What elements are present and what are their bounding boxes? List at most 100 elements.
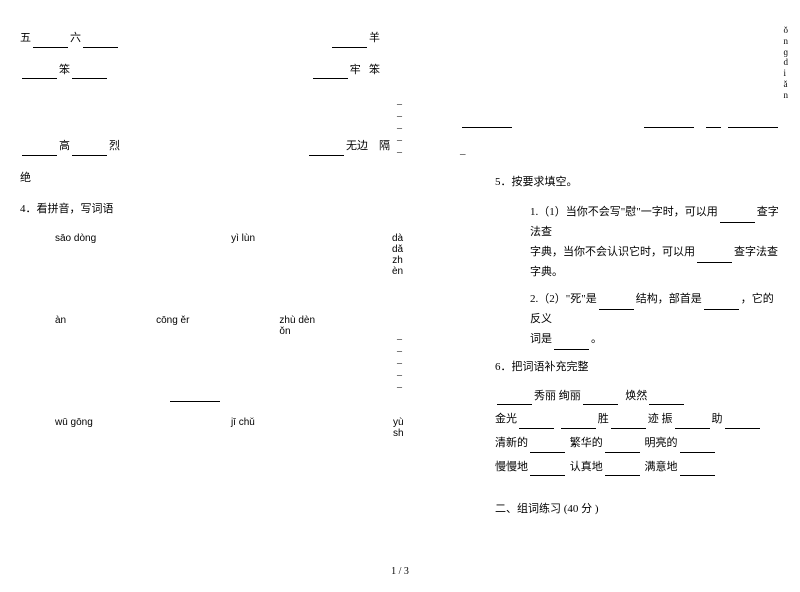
char-jue: 绝 bbox=[20, 172, 31, 184]
q5-2e: 。 bbox=[591, 333, 602, 345]
fill-4: 慢慢地 认真地 满意地 bbox=[460, 459, 780, 477]
blank bbox=[519, 417, 554, 429]
f4-c: 满意地 bbox=[645, 461, 678, 473]
q5-2a: 2.（2）"死"是 bbox=[530, 293, 597, 305]
char-yang: 羊 bbox=[369, 32, 380, 44]
blank bbox=[605, 441, 640, 453]
char-ben2: 笨 bbox=[369, 64, 380, 76]
blank bbox=[728, 116, 778, 128]
q6-text: 6．把词语补充完整 bbox=[495, 361, 589, 373]
vert-dash-1: _____ bbox=[397, 95, 402, 155]
left-column: 五六 羊 笨 牢 笨 _____ 高烈 无边 隔 绝 4．看拼音，写词语 sāo… bbox=[0, 0, 440, 592]
f4-b: 认真地 bbox=[570, 461, 603, 473]
top-blanks-row bbox=[460, 110, 780, 128]
blank bbox=[554, 338, 589, 350]
f2-d: 助 bbox=[712, 413, 723, 425]
pinyin-row-2: àn cōng ěr zhù dènǒn bbox=[20, 315, 420, 337]
q5-text: 5．按要求填空。 bbox=[495, 176, 578, 188]
blank bbox=[697, 251, 732, 263]
vert-ongdian: ǒnɡdiǎn bbox=[784, 25, 789, 101]
f2-b: 胜 bbox=[598, 413, 609, 425]
f4-a: 慢慢地 bbox=[495, 461, 528, 473]
vert-dash-2: _____ bbox=[397, 330, 402, 390]
pinyin-wugong: wū gōng bbox=[55, 417, 93, 439]
f3-c: 明亮的 bbox=[645, 437, 678, 449]
pinyin-dadazhen: dàdǎzhèn bbox=[390, 233, 405, 277]
blank bbox=[675, 417, 710, 429]
char-gao: 高 bbox=[59, 140, 70, 152]
pinyin-yush: yùsh bbox=[393, 417, 405, 439]
q5-title: 5．按要求填空。 bbox=[460, 173, 780, 189]
char-wu: 五 bbox=[20, 32, 31, 44]
char-ben: 笨 bbox=[59, 64, 70, 76]
blank bbox=[309, 144, 344, 156]
blank bbox=[530, 441, 565, 453]
blank bbox=[644, 116, 694, 128]
blank bbox=[22, 144, 57, 156]
section-2: 二、组词练习 (40 分 ) bbox=[460, 500, 780, 516]
blank bbox=[170, 390, 220, 402]
fill-row-3: 高烈 无边 隔 bbox=[20, 138, 420, 156]
q6-title: 6．把词语补充完整 bbox=[460, 358, 780, 374]
q5-1c: 字典，当你不会认识它时，可以用 bbox=[530, 246, 695, 258]
q5-2d: 词是 bbox=[530, 333, 552, 345]
fill-3: 清新的 繁华的 明亮的 bbox=[460, 435, 780, 453]
blank bbox=[22, 67, 57, 79]
fill-row-1: 五六 羊 bbox=[20, 30, 420, 48]
q4-text: 4．看拼音，写词语 bbox=[20, 203, 114, 215]
right-column: ǒnɡdiǎn _ 5．按要求填空。 1.（1）当你不会写"慰"一字时，可以用查… bbox=[440, 0, 800, 592]
q4-title: 4．看拼音，写词语 bbox=[20, 201, 420, 219]
pinyin-an: àn bbox=[55, 315, 66, 337]
blank bbox=[599, 298, 634, 310]
mid-blank bbox=[20, 390, 420, 402]
pinyin-on: ǒn bbox=[279, 326, 290, 337]
f2-c: 迹 振 bbox=[648, 413, 673, 425]
blank bbox=[497, 393, 532, 405]
blank bbox=[462, 116, 512, 128]
blank bbox=[561, 417, 596, 429]
char-lao: 牢 bbox=[350, 64, 361, 76]
blank bbox=[72, 144, 107, 156]
f2-a: 金光 bbox=[495, 413, 517, 425]
blank bbox=[332, 36, 367, 48]
f1-b: 焕然 bbox=[625, 390, 647, 402]
q5-sub1: 1.（1）当你不会写"慰"一字时，可以用查字法查 字典，当你不会认识它时，可以用… bbox=[460, 203, 780, 282]
blank bbox=[706, 116, 721, 128]
blank bbox=[720, 211, 755, 223]
fill-row-4: 绝 bbox=[20, 170, 420, 188]
pinyin-row-3: wū gōng jī chǔ yùsh bbox=[20, 417, 420, 439]
blank bbox=[583, 393, 618, 405]
blank bbox=[83, 36, 118, 48]
blank bbox=[680, 441, 715, 453]
pinyin-row-1: sāo dòng yì lùn dàdǎzhèn bbox=[20, 233, 420, 277]
blank bbox=[680, 464, 715, 476]
blank bbox=[72, 67, 107, 79]
q5-1a: 1.（1）当你不会写"慰"一字时，可以用 bbox=[530, 206, 718, 218]
pinyin-zhuden: zhù dèn bbox=[279, 315, 315, 326]
fill-row-2: 笨 牢 笨 bbox=[20, 62, 420, 80]
blank bbox=[313, 67, 348, 79]
f3-b: 繁华的 bbox=[570, 437, 603, 449]
blank bbox=[530, 464, 565, 476]
pinyin-yilun: yì lùn bbox=[231, 233, 255, 277]
page-number: 1 / 3 bbox=[391, 566, 409, 577]
f1-a: 秀丽 绚丽 bbox=[534, 390, 581, 402]
q5-2b: 结构，部首是 bbox=[636, 293, 702, 305]
fill-1: 秀丽 绚丽 焕然 bbox=[460, 388, 780, 406]
char-lie: 烈 bbox=[109, 140, 120, 152]
blank bbox=[725, 417, 760, 429]
blank bbox=[33, 36, 68, 48]
q5-sub2: 2.（2）"死"是结构，部首是，它的反义 词是。 bbox=[460, 290, 780, 349]
blank bbox=[605, 464, 640, 476]
f3-a: 清新的 bbox=[495, 437, 528, 449]
char-ge: 隔 bbox=[379, 140, 390, 152]
dash-line: _ bbox=[460, 142, 780, 160]
pinyin-saodong: sāo dòng bbox=[55, 233, 96, 277]
fill-2: 金光 胜 迹 振 助 bbox=[460, 411, 780, 429]
pinyin-jichu: jī chǔ bbox=[231, 417, 255, 439]
section-2-text: 二、组词练习 (40 分 ) bbox=[495, 503, 599, 515]
blank bbox=[649, 393, 684, 405]
blank bbox=[704, 298, 739, 310]
blank bbox=[611, 417, 646, 429]
pinyin-conger: cōng ěr bbox=[156, 315, 189, 337]
